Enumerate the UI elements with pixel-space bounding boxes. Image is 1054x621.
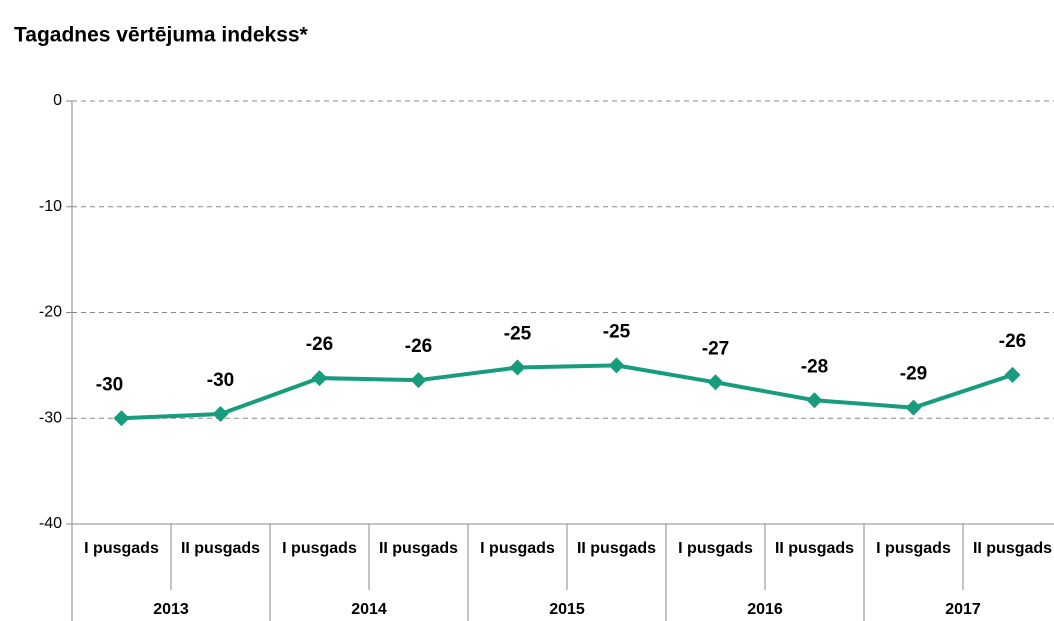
data-label: -26 xyxy=(306,334,333,355)
x-tick-label: I pusgads xyxy=(678,540,753,557)
chart-title: Tagadnes vērtējuma indekss* xyxy=(14,24,309,47)
marker xyxy=(806,392,823,409)
x-tick-label: II pusgads xyxy=(774,540,855,557)
data-label: -28 xyxy=(801,356,828,377)
x-tick-label: I pusgads xyxy=(84,540,159,557)
x-tick-label: II pusgads xyxy=(972,540,1053,557)
y-tick-label: -10 xyxy=(39,198,62,215)
marker xyxy=(608,357,625,374)
year-label: 2016 xyxy=(747,601,783,618)
x-tick-label: II pusgads xyxy=(378,540,459,557)
marker xyxy=(1004,366,1021,383)
data-label: -26 xyxy=(405,336,432,357)
marker xyxy=(410,372,427,389)
line xyxy=(121,363,1014,421)
data-label: -30 xyxy=(207,370,234,391)
year-label: 2017 xyxy=(945,601,981,618)
year-label: 2013 xyxy=(153,601,189,618)
y-tick-label: -20 xyxy=(39,304,62,321)
marker xyxy=(311,370,328,387)
marker xyxy=(707,374,724,391)
y-tick-label: -30 xyxy=(39,409,62,426)
data-label: -26 xyxy=(999,331,1026,352)
x-tick-label: II pusgads xyxy=(576,540,657,557)
marker xyxy=(509,359,526,376)
x-tick-label: I pusgads xyxy=(282,540,357,557)
data-label: -29 xyxy=(900,364,927,385)
y-tick-label: 0 xyxy=(53,92,62,109)
marker xyxy=(212,406,229,423)
marker xyxy=(113,410,130,427)
y-tick-label: -40 xyxy=(39,515,62,532)
data-label: -27 xyxy=(702,338,729,359)
data-label: -25 xyxy=(504,324,532,345)
data-label: -25 xyxy=(603,321,631,342)
x-tick-label: I pusgads xyxy=(480,540,555,557)
data-label: -30 xyxy=(96,374,123,395)
year-label: 2014 xyxy=(351,601,387,618)
year-label: 2015 xyxy=(549,601,585,618)
x-tick-label: II pusgads xyxy=(180,540,261,557)
marker xyxy=(905,399,922,416)
x-tick-label: I pusgads xyxy=(876,540,951,557)
